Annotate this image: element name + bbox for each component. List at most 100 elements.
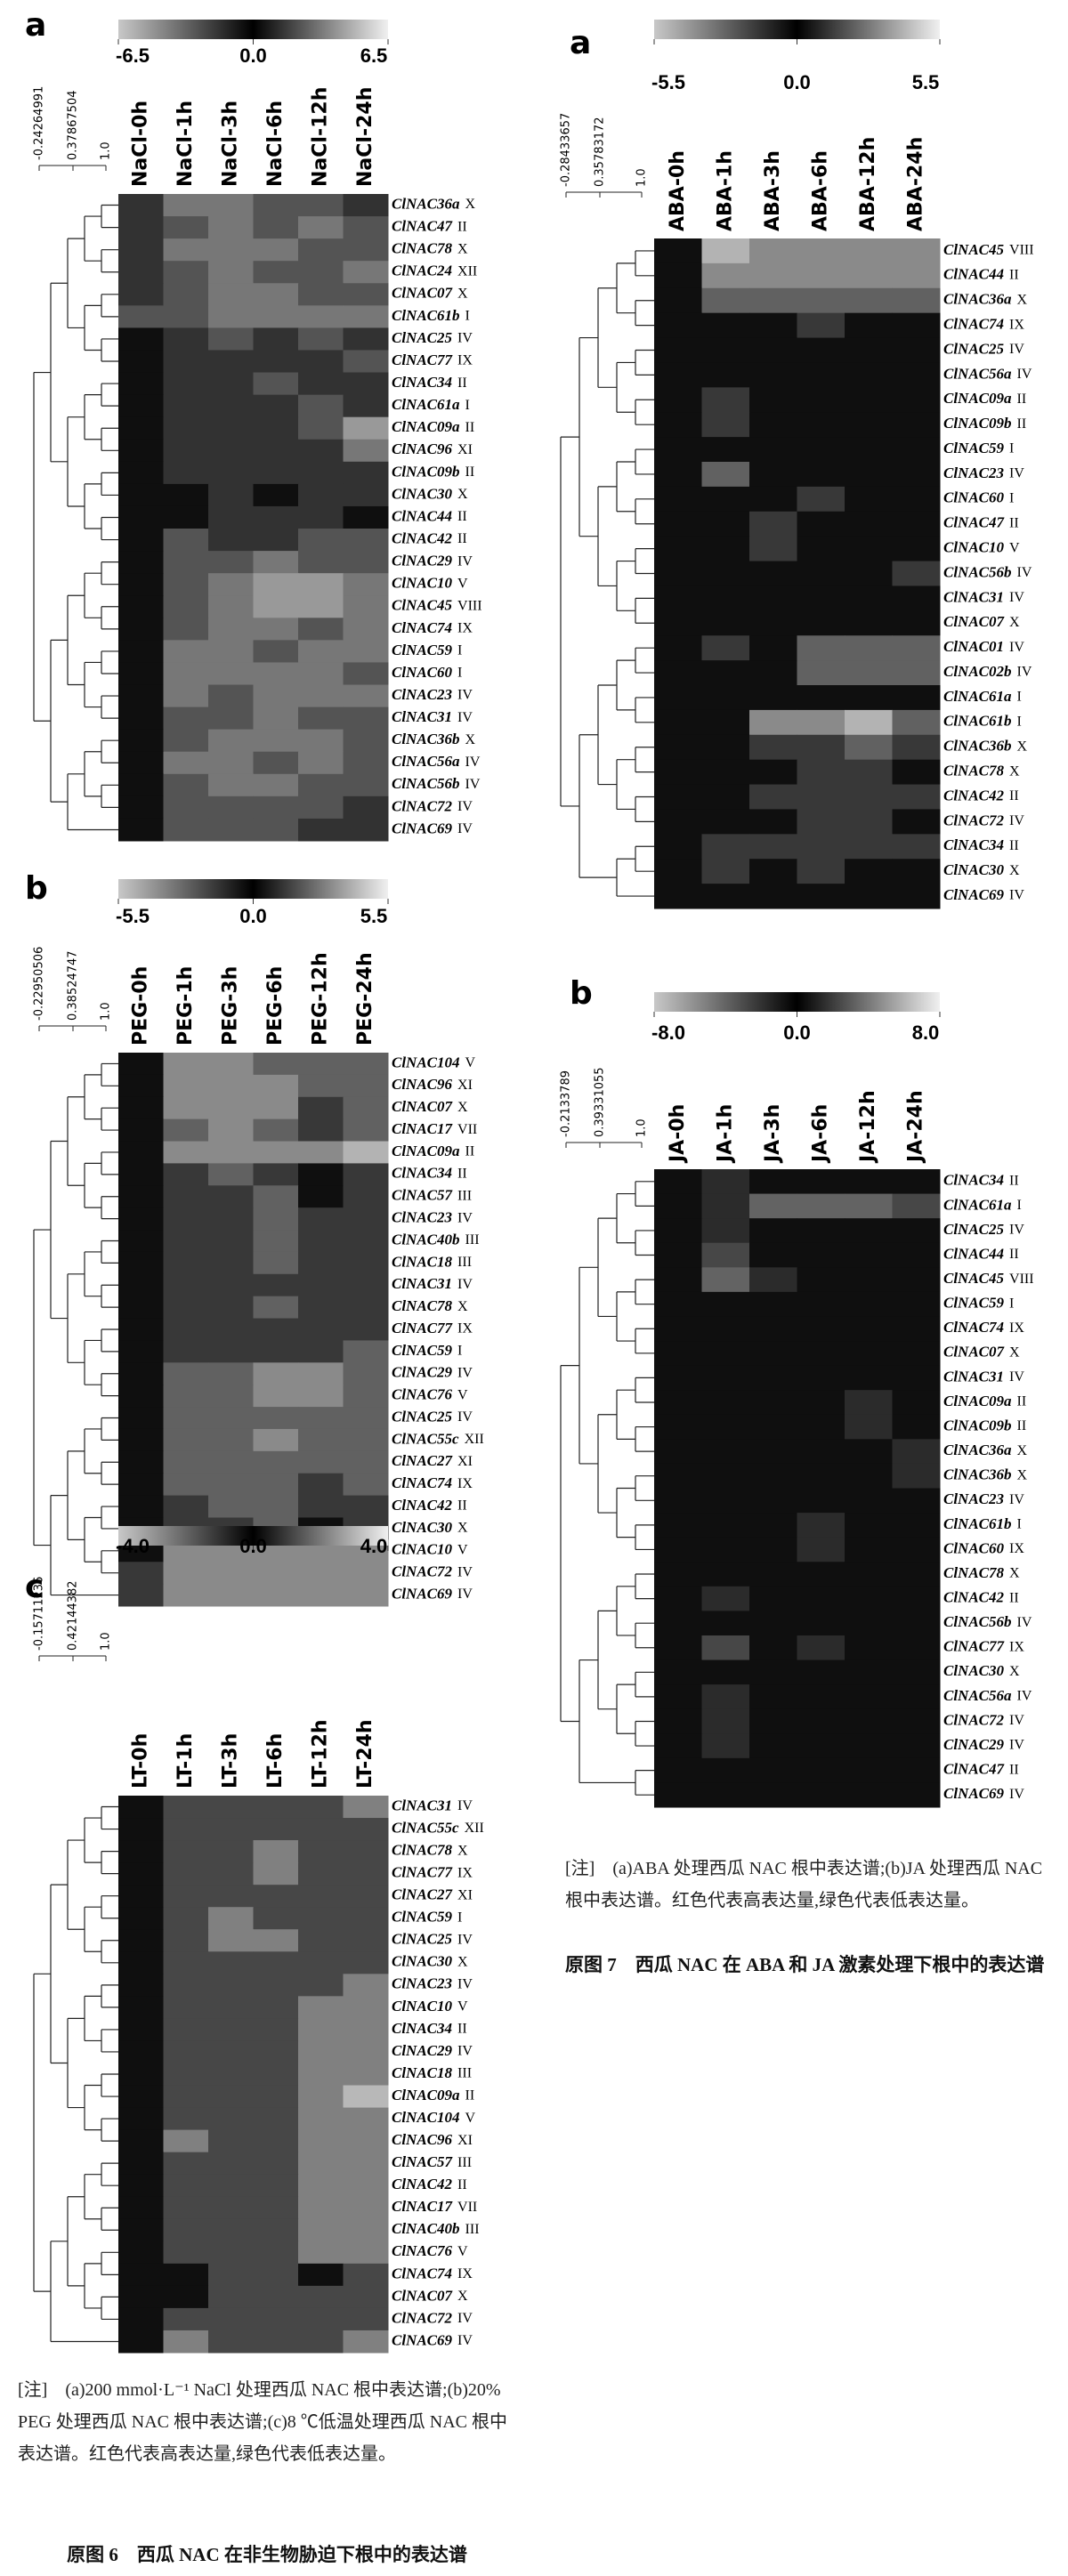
heatmap-cell [253, 1296, 299, 1320]
gene-label: ClNAC45 [943, 241, 1005, 258]
heatmap-cell [253, 2241, 299, 2265]
gene-label: ClNAC74 [943, 316, 1004, 333]
heatmap-cell [343, 505, 389, 529]
heatmap-cell [797, 685, 846, 711]
heatmap-cell [118, 216, 164, 239]
heatmap-cell [797, 635, 846, 661]
gene-class: X [1017, 739, 1028, 754]
column-label: LT-12h [309, 1719, 331, 1789]
heatmap-cell [253, 640, 299, 663]
heatmap-cell [118, 1473, 164, 1497]
gene-label: ClNAC27 [392, 1452, 454, 1469]
heatmap-cell [701, 1169, 750, 1195]
heatmap-cell [163, 2307, 209, 2331]
heatmap-cell [163, 751, 209, 775]
heatmap-cell [208, 1951, 254, 1974]
gene-class: X [1017, 1467, 1028, 1482]
heatmap-cell [343, 1996, 389, 2019]
heatmap-cell [118, 1053, 164, 1076]
heatmap-cell [749, 561, 797, 586]
heatmap-cell [163, 2218, 209, 2242]
heatmap-cell [343, 461, 389, 485]
colorbar [654, 992, 940, 1012]
gene-class: II [1017, 392, 1027, 407]
heatmap-cell [343, 1230, 389, 1253]
gene-class: X [457, 1100, 468, 1115]
heatmap-cell [343, 1163, 389, 1186]
heatmap-cell [654, 610, 702, 636]
heatmap-cell [163, 707, 209, 731]
heatmap-cell [654, 1513, 702, 1538]
heatmap-cell [118, 1862, 164, 1886]
heatmap-cell [163, 2085, 209, 2109]
heatmap-cell [845, 387, 893, 413]
heatmap-cell [749, 759, 797, 786]
heatmap-cell [163, 1273, 209, 1297]
panel-label: a [25, 7, 46, 44]
heatmap-cell [797, 561, 846, 586]
heatmap-cell [654, 362, 702, 388]
heatmap-cell [208, 2085, 254, 2109]
column-label: NaCl-12h [309, 87, 331, 187]
heatmap-cell [654, 709, 702, 736]
heatmap-cell [654, 809, 702, 835]
heatmap-cell [701, 1782, 750, 1808]
heatmap-cell [654, 1684, 702, 1710]
gene-class: V [457, 1542, 468, 1557]
heatmap-cell [343, 216, 389, 239]
gene-class: V [457, 576, 468, 591]
heatmap-cell [892, 759, 941, 786]
heatmap-cell [253, 1251, 299, 1275]
heatmap-cell [163, 2241, 209, 2265]
gene-label: ClNAC96 [392, 1076, 453, 1093]
heatmap-cell [343, 1096, 389, 1120]
gene-label: ClNAC31 [943, 1368, 1004, 1385]
gene-label: ClNAC23 [392, 1209, 453, 1226]
heatmap-cell [845, 635, 893, 661]
column-label: PEG-3h [219, 966, 241, 1046]
heatmap-cell [163, 1495, 209, 1518]
heatmap-cell [298, 2129, 344, 2153]
heatmap-cell [892, 709, 941, 736]
heatmap-cell [118, 1996, 164, 2019]
heatmap-cell [343, 1407, 389, 1430]
heatmap-cell [208, 261, 254, 284]
heatmap-cell [118, 2152, 164, 2176]
heatmap-cell [298, 707, 344, 731]
heatmap-cell [343, 684, 389, 708]
heatmap-cell [701, 536, 750, 562]
heatmap-cell [701, 884, 750, 909]
heatmap-cell [253, 595, 299, 618]
gene-class: XII [465, 1821, 484, 1836]
heatmap-cell [163, 2285, 209, 2309]
heatmap-cell [208, 1428, 254, 1452]
heatmap-cell [701, 635, 750, 661]
heatmap-cell [298, 1450, 344, 1474]
heatmap-cell [253, 1096, 299, 1120]
heatmap-cell [343, 1362, 389, 1385]
heatmap-cell [343, 1207, 389, 1231]
gene-class: II [1017, 1394, 1027, 1409]
heatmap-cell [208, 2307, 254, 2331]
heatmap-cell [298, 729, 344, 753]
heatmap-cell [253, 1185, 299, 1208]
gene-class: I [465, 309, 470, 324]
heatmap-cell [163, 795, 209, 820]
heatmap-cell [343, 751, 389, 775]
heatmap-cell [253, 729, 299, 753]
gene-label: ClNAC72 [943, 812, 1005, 828]
heatmap-cell [208, 1562, 254, 1585]
heatmap-cell [298, 751, 344, 775]
gene-label: ClNAC40b [392, 2220, 460, 2237]
gene-label: ClNAC76 [392, 1386, 453, 1403]
heatmap-cell [892, 287, 941, 314]
heatmap-cell [298, 2018, 344, 2041]
gene-class: VIII [1009, 1272, 1034, 1287]
heatmap-cell [797, 784, 846, 810]
heatmap-cell [343, 2018, 389, 2041]
gene-class: I [1009, 491, 1014, 506]
gene-class: I [1017, 1517, 1022, 1532]
heatmap-cell [208, 1185, 254, 1208]
heatmap-cell [118, 1096, 164, 1120]
